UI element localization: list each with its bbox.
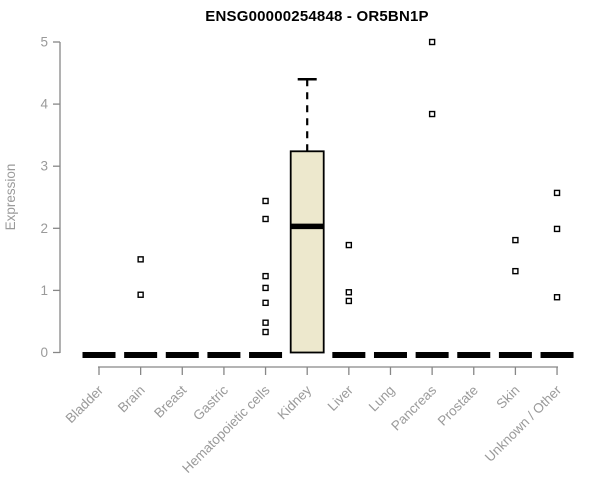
outlier-point-hematopoietic-cells bbox=[262, 215, 269, 223]
category-label-gastric: Gastric bbox=[190, 382, 231, 423]
outlier-point-hematopoietic-cells bbox=[262, 299, 269, 307]
chart-title: ENSG00000254848 - OR5BN1P bbox=[205, 8, 429, 25]
zero-bar-skin bbox=[498, 352, 532, 358]
outlier-point-liver bbox=[345, 297, 353, 305]
category-label-kidney: Kidney bbox=[275, 382, 315, 422]
outlier-point-hematopoietic-cells bbox=[262, 319, 269, 326]
y-tick-label: 3 bbox=[40, 159, 48, 174]
outlier-point-hematopoietic-cells bbox=[262, 284, 269, 292]
category-label-bladder: Bladder bbox=[63, 382, 107, 426]
outlier-point-hematopoietic-cells bbox=[262, 272, 269, 280]
outlier-point-brain bbox=[137, 291, 144, 298]
y-tick-label: 0 bbox=[40, 345, 48, 360]
zero-bar-unknown-other bbox=[540, 352, 574, 358]
category-label-lung: Lung bbox=[366, 383, 398, 415]
y-tick-label: 4 bbox=[40, 97, 48, 112]
category-label-skin: Skin bbox=[493, 383, 522, 412]
category-label-prostate: Prostate bbox=[435, 383, 481, 429]
zero-bar-liver bbox=[332, 352, 366, 358]
zero-bar-lung bbox=[373, 352, 407, 358]
zero-bar-pancreas bbox=[415, 352, 449, 358]
zero-bar-prostate bbox=[457, 352, 491, 358]
zero-bar-brain bbox=[124, 352, 158, 358]
outlier-point-unknown-other bbox=[553, 189, 561, 197]
outlier-point-hematopoietic-cells bbox=[262, 328, 269, 336]
outlier-point-brain bbox=[137, 256, 144, 263]
outlier-point-pancreas bbox=[428, 110, 436, 118]
outlier-point-unknown-other bbox=[553, 294, 561, 301]
category-label-breast: Breast bbox=[151, 382, 189, 420]
y-tick-label: 5 bbox=[40, 35, 48, 50]
y-tick-label: 1 bbox=[40, 283, 48, 298]
zero-bar-breast bbox=[165, 352, 199, 358]
outlier-point-skin bbox=[512, 236, 519, 244]
outlier-point-liver bbox=[345, 289, 353, 296]
outlier-point-pancreas bbox=[428, 38, 436, 46]
y-tick-label: 2 bbox=[40, 221, 48, 236]
outlier-point-hematopoietic-cells bbox=[262, 197, 269, 205]
category-label-unknown-other: Unknown / Other bbox=[482, 382, 565, 465]
y-axis-label: Expression bbox=[3, 164, 18, 231]
category-label-brain: Brain bbox=[115, 383, 148, 416]
zero-bar-gastric bbox=[207, 352, 241, 358]
outlier-point-unknown-other bbox=[553, 225, 561, 233]
box-kidney bbox=[289, 150, 325, 354]
outlier-point-skin bbox=[512, 267, 519, 275]
category-label-pancreas: Pancreas bbox=[388, 382, 439, 433]
zero-bar-bladder bbox=[82, 352, 116, 358]
outlier-point-liver bbox=[345, 241, 353, 249]
zero-bar-hematopoietic-cells bbox=[249, 352, 283, 358]
category-label-liver: Liver bbox=[325, 382, 357, 414]
